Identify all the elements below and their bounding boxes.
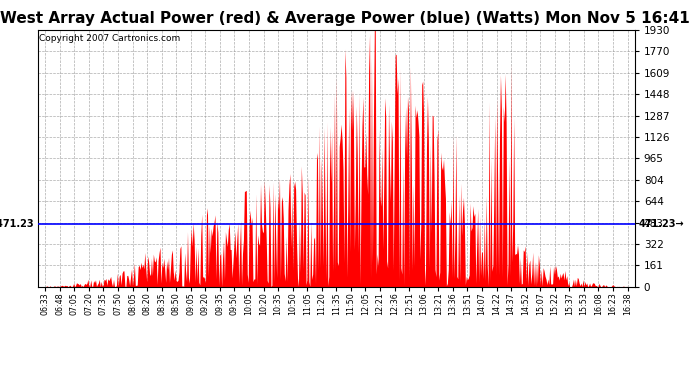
Text: Copyright 2007 Cartronics.com: Copyright 2007 Cartronics.com xyxy=(39,34,180,43)
Text: ←471.23: ←471.23 xyxy=(0,219,34,229)
Text: West Array Actual Power (red) & Average Power (blue) (Watts) Mon Nov 5 16:41: West Array Actual Power (red) & Average … xyxy=(0,11,690,26)
Text: 471.23→: 471.23→ xyxy=(639,219,684,229)
